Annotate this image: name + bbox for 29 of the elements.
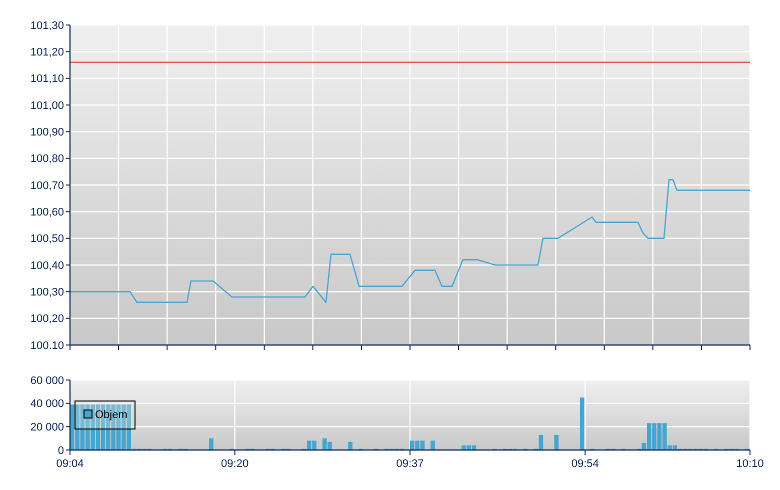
y-tick-label: 100,60 <box>30 206 64 219</box>
y-tick-label: 100,90 <box>30 126 64 139</box>
bar <box>430 440 435 450</box>
bar <box>348 442 352 450</box>
bar <box>554 434 559 450</box>
y-tick-label: 100,30 <box>30 286 64 299</box>
y-tick-label: 101,10 <box>30 73 64 86</box>
line-series <box>69 179 751 303</box>
y-tick-label: 20 000 <box>30 422 64 434</box>
y-tick-label: 100,50 <box>30 233 64 246</box>
y-tick-label: 101,00 <box>30 100 64 112</box>
legend-label: Objem <box>95 409 128 421</box>
x-tick-label: 10:10 <box>736 458 764 470</box>
x-tick-label: 09:54 <box>571 458 599 470</box>
y-tick-label: 40 000 <box>30 398 64 410</box>
bar <box>580 398 584 450</box>
y-tick-label: 60 000 <box>30 374 64 387</box>
y-tick-label: 101,20 <box>30 46 64 59</box>
y-tick-label: 100,70 <box>30 180 64 192</box>
y-tick-label: 100,80 <box>30 153 64 166</box>
y-tick-label: 100,40 <box>30 260 64 272</box>
x-tick-label: 09:04 <box>56 458 84 470</box>
x-tick-label: 09:20 <box>221 458 249 470</box>
y-tick-label: 101,30 <box>30 20 64 32</box>
x-tick-label: 09:37 <box>396 458 424 470</box>
bar <box>209 438 214 450</box>
y-tick-label: 100.10 <box>30 340 64 352</box>
y-tick-label: 0 <box>58 444 64 457</box>
y-tick-label: 100,20 <box>30 313 64 326</box>
